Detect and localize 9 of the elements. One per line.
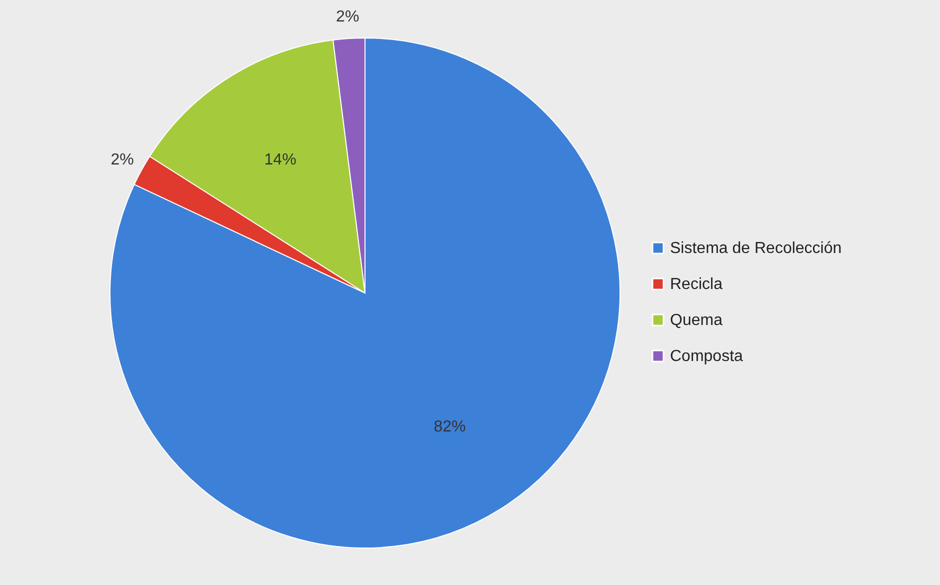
data-label: 2% [336,8,360,26]
data-label: 82% [434,418,466,436]
legend-label: Quema [670,312,723,329]
legend-label: Recicla [670,276,723,293]
legend-label: Sistema de Recolección [670,240,842,257]
data-label: 14% [264,152,296,169]
legend-label: Composta [670,348,744,365]
data-label: 2% [110,152,134,169]
pie-slice [110,38,620,548]
